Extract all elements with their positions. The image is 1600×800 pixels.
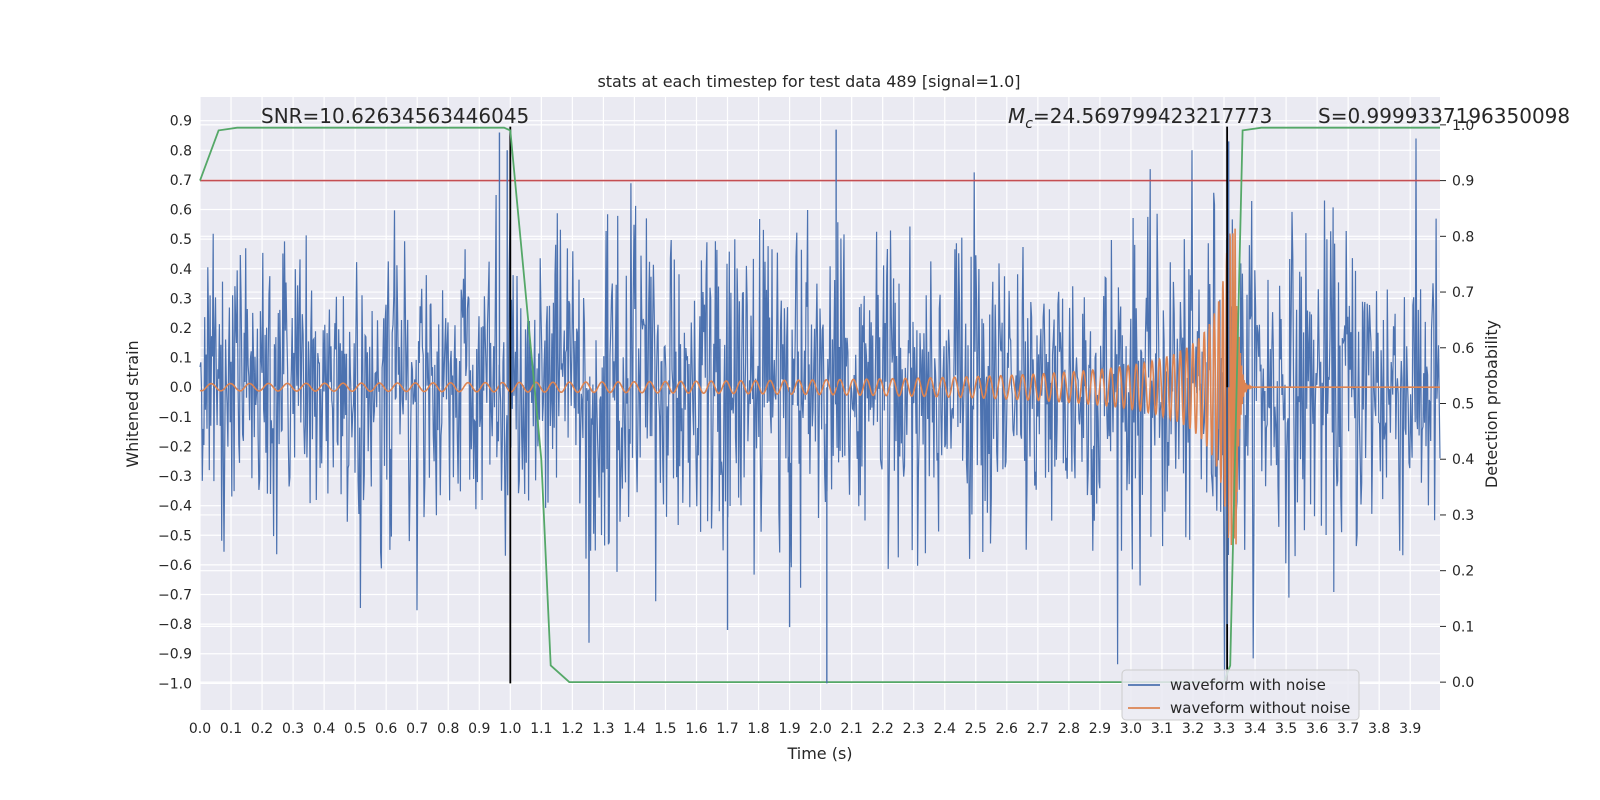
y-tick-label: −0.8: [158, 617, 192, 633]
y-tick-label: −0.2: [158, 439, 192, 455]
waveform-without-noise-line: [199, 228, 1440, 546]
y-tick-label: 0.2: [170, 321, 192, 337]
x-tick-label: 2.6: [996, 721, 1018, 737]
y2-tick-label: 0.7: [1452, 285, 1474, 301]
y-tick-label: −0.9: [158, 647, 192, 663]
y2-tick-label: 0.0: [1452, 675, 1474, 691]
x-tick-label: 1.7: [716, 721, 738, 737]
y-tick-label: 0.9: [170, 114, 192, 130]
y-tick-label: −0.1: [158, 410, 192, 426]
y-tick-label: −0.3: [158, 469, 192, 485]
x-tick-label: 1.0: [499, 721, 521, 737]
x-tick-label: 2.9: [1089, 721, 1111, 737]
y-tick-label: 0.8: [170, 143, 192, 159]
y-tick-label: 0.6: [170, 203, 192, 219]
x-tick-label: 2.1: [841, 721, 863, 737]
y2-tick-labels: 0.0 0.1 0.2 0.3 0.4 0.5 0.6 0.7 0.8 0.9 1.0: [1440, 118, 1474, 691]
x-tick-label: 2.7: [1027, 721, 1049, 737]
y-tick-label: −0.6: [158, 558, 192, 574]
legend-label-clean: waveform without noise: [1170, 699, 1350, 717]
x-tick-label: 3.8: [1368, 721, 1390, 737]
y2-tick-label: 0.1: [1452, 619, 1474, 635]
y-tick-label: 0.4: [170, 262, 192, 278]
chart-title: stats at each timestep for test data 489…: [597, 72, 1020, 91]
x-tick-label: 1.6: [685, 721, 707, 737]
snr-annotation: SNR=10.62634563446045: [261, 104, 529, 128]
y-tick-label: 0.3: [170, 291, 192, 307]
y-tick-label: −1.0: [158, 676, 192, 692]
x-tick-label: 3.1: [1151, 721, 1173, 737]
y2-tick-label: 0.5: [1452, 397, 1474, 413]
x-tick-label: 3.7: [1337, 721, 1359, 737]
x-tick-label: 1.2: [561, 721, 583, 737]
y2-tick-label: 0.4: [1452, 452, 1474, 468]
y2-axis-label: Detection probability: [1482, 320, 1501, 488]
y-tick-label: −0.7: [158, 588, 192, 604]
x-tick-label: 3.4: [1244, 721, 1266, 737]
x-tick-label: 0.5: [344, 721, 366, 737]
x-tick-label: 0.0: [189, 721, 211, 737]
x-tick-label: 0.9: [468, 721, 490, 737]
x-tick-label: 1.8: [747, 721, 769, 737]
x-tick-label: 2.5: [965, 721, 987, 737]
x-tick-label: 2.0: [809, 721, 831, 737]
x-tick-label: 2.2: [872, 721, 894, 737]
x-tick-label: 3.9: [1399, 721, 1421, 737]
y-tick-label: 0.5: [170, 232, 192, 248]
y-tick-label: 0.7: [170, 173, 192, 189]
x-tick-label: 1.1: [530, 721, 552, 737]
y-tick-label: −0.4: [158, 499, 192, 515]
x-tick-label: 3.0: [1120, 721, 1142, 737]
x-tick-label: 0.4: [313, 721, 335, 737]
y2-tick-label: 0.3: [1452, 508, 1474, 524]
x-tick-label: 0.1: [220, 721, 242, 737]
y-tick-labels: −1.0 −0.9 −0.8 −0.7 −0.6 −0.5 −0.4 −0.3 −0.2 −0.1…: [158, 114, 192, 693]
x-tick-label: 1.3: [592, 721, 614, 737]
x-tick-label: 2.3: [903, 721, 925, 737]
x-tick-label: 0.2: [251, 721, 273, 737]
x-tick-label: 3.6: [1306, 721, 1328, 737]
x-tick-label: 1.9: [778, 721, 800, 737]
x-tick-label: 0.8: [437, 721, 459, 737]
y2-tick-label: 0.9: [1452, 174, 1474, 190]
legend: waveform with noise waveform without noi…: [1121, 669, 1360, 721]
detection-probability-line: [199, 126, 1440, 683]
x-tick-label: 0.3: [282, 721, 304, 737]
x-tick-label: 0.7: [406, 721, 428, 737]
y-tick-label: 0.0: [170, 380, 192, 396]
y2-tick-label: 1.0: [1452, 118, 1474, 134]
x-tick-label: 1.5: [654, 721, 676, 737]
x-tick-label: 2.8: [1058, 721, 1080, 737]
y-tick-label: −0.5: [158, 528, 192, 544]
x-tick-label: 3.2: [1182, 721, 1204, 737]
x-axis-label: Time (s): [786, 744, 852, 763]
legend-label-noise: waveform with noise: [1170, 676, 1326, 694]
y2-tick-label: 0.2: [1452, 564, 1474, 580]
x-tick-labels: 0.0 0.1 0.2 0.3 0.4 0.5 0.6 0.7 0.8 0.9 1.0 1.1 1.2 1…: [189, 721, 1421, 737]
y2-tick-label: 0.6: [1452, 341, 1474, 357]
chirp-mass-annotation: Mc=24.569799423217773: [1008, 104, 1272, 132]
y-axis-label: Whitened strain: [123, 340, 142, 467]
x-tick-label: 3.5: [1275, 721, 1297, 737]
s-annotation: S=0.9999337196350098: [1318, 104, 1570, 128]
x-tick-label: 3.3: [1213, 721, 1235, 737]
legend-box: [1121, 669, 1360, 721]
x-tick-label: 0.6: [375, 721, 397, 737]
y-tick-label: 0.1: [170, 351, 192, 367]
x-tick-label: 2.4: [934, 721, 956, 737]
y2-tick-label: 0.8: [1452, 229, 1474, 245]
x-tick-label: 1.4: [623, 721, 645, 737]
